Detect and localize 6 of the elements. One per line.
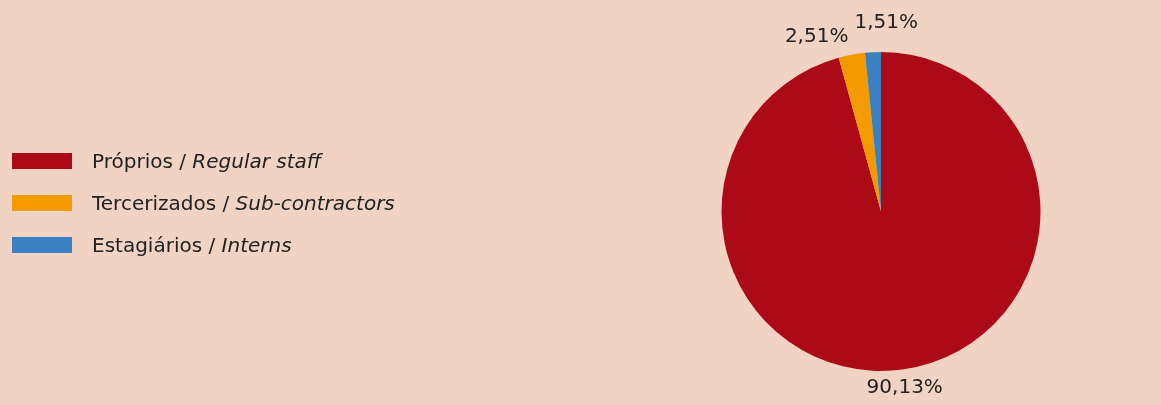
data-label: 90,13% [866, 373, 943, 398]
legend-label: Próprios / Regular staff [92, 148, 322, 173]
data-label: 2,51% [784, 23, 849, 48]
legend-label: Tercerizados / Sub-contractors [92, 190, 395, 215]
legend-label: Estagiários / Interns [92, 232, 292, 257]
data-label: 1,51% [854, 9, 918, 34]
